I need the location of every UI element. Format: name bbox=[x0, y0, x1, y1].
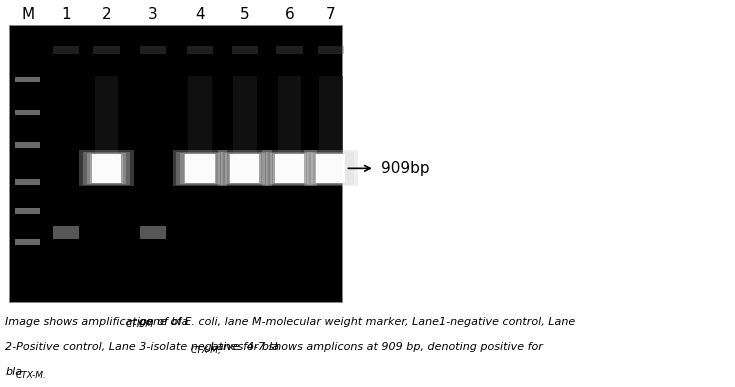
Bar bbox=[140, 226, 166, 239]
Bar bbox=[276, 46, 303, 54]
Bar bbox=[83, 152, 130, 185]
Text: 5: 5 bbox=[240, 7, 250, 22]
Bar bbox=[188, 77, 212, 154]
Bar bbox=[53, 226, 79, 239]
Text: Image shows amplification of bla: Image shows amplification of bla bbox=[5, 317, 189, 327]
Bar bbox=[90, 154, 123, 183]
Bar bbox=[176, 152, 223, 185]
Text: 2: 2 bbox=[101, 7, 112, 22]
Text: 7: 7 bbox=[326, 7, 336, 22]
Bar bbox=[79, 151, 134, 187]
Bar bbox=[316, 154, 345, 183]
Bar bbox=[304, 151, 358, 187]
Bar bbox=[87, 153, 126, 184]
Bar bbox=[173, 151, 227, 187]
Text: CTX-M,: CTX-M, bbox=[190, 346, 221, 354]
Bar bbox=[9, 25, 342, 302]
Text: CTX-M: CTX-M bbox=[125, 320, 153, 329]
Bar bbox=[270, 153, 309, 184]
Bar bbox=[278, 77, 301, 154]
Bar bbox=[319, 77, 343, 154]
Text: 909bp: 909bp bbox=[381, 161, 429, 176]
Bar bbox=[15, 239, 40, 245]
Bar bbox=[307, 152, 354, 185]
Text: M: M bbox=[21, 7, 35, 22]
Text: CTX-M.: CTX-M. bbox=[16, 371, 47, 380]
Bar bbox=[180, 153, 220, 184]
Bar bbox=[266, 152, 313, 185]
Bar bbox=[15, 110, 40, 115]
Bar bbox=[15, 142, 40, 148]
Bar bbox=[311, 153, 351, 184]
Bar bbox=[184, 154, 216, 183]
Bar bbox=[221, 152, 268, 185]
Text: gene of E. coli, lane M-molecular weight marker, Lane1-negative control, Lane: gene of E. coli, lane M-molecular weight… bbox=[139, 317, 576, 327]
Bar bbox=[140, 46, 166, 54]
Bar bbox=[93, 46, 120, 54]
Bar bbox=[15, 208, 40, 214]
Text: 4: 4 bbox=[195, 7, 205, 22]
Text: 3: 3 bbox=[148, 7, 158, 22]
Bar bbox=[218, 151, 272, 187]
Bar bbox=[315, 154, 347, 183]
Bar bbox=[229, 154, 261, 183]
Bar bbox=[232, 46, 258, 54]
Text: 1: 1 bbox=[61, 7, 71, 22]
Bar bbox=[225, 153, 265, 184]
Bar bbox=[185, 154, 215, 183]
Bar bbox=[15, 179, 40, 185]
Text: 2-Positive control, Lane 3-isolate negative for bla: 2-Positive control, Lane 3-isolate negat… bbox=[5, 342, 279, 352]
Bar bbox=[187, 46, 213, 54]
Text: Lanes 4-7 shows amplicons at 909 bp, denoting positive for: Lanes 4-7 shows amplicons at 909 bp, den… bbox=[207, 342, 543, 352]
Bar bbox=[262, 151, 317, 187]
Bar bbox=[53, 46, 79, 54]
Bar bbox=[230, 154, 259, 183]
Bar bbox=[15, 77, 40, 82]
Bar bbox=[92, 154, 121, 183]
Bar bbox=[275, 154, 304, 183]
Bar bbox=[318, 46, 344, 54]
Bar bbox=[95, 77, 118, 154]
Bar bbox=[233, 77, 257, 154]
Text: bla: bla bbox=[5, 367, 22, 377]
Bar bbox=[273, 154, 306, 183]
Text: 6: 6 bbox=[284, 7, 295, 22]
